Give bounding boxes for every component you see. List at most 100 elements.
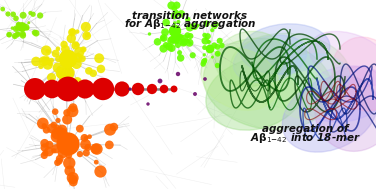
Point <box>187 35 193 38</box>
Point <box>83 26 89 29</box>
Point <box>66 67 72 70</box>
Ellipse shape <box>233 35 307 83</box>
Point <box>55 57 61 60</box>
Point <box>98 67 104 70</box>
Point <box>94 147 100 150</box>
Point <box>65 143 71 146</box>
Point <box>53 85 59 88</box>
Point <box>64 118 70 121</box>
Point <box>51 123 57 126</box>
Point <box>83 136 89 139</box>
Point <box>190 54 196 57</box>
Point <box>13 27 19 30</box>
Point <box>62 69 68 72</box>
Point <box>111 125 117 129</box>
Point <box>74 30 80 33</box>
Point <box>20 14 26 17</box>
Point <box>219 44 225 47</box>
Point <box>67 169 73 172</box>
Point <box>54 132 60 135</box>
Ellipse shape <box>215 31 285 87</box>
Point <box>67 70 73 73</box>
Point <box>30 13 36 16</box>
Point <box>49 76 55 79</box>
Point <box>15 33 21 36</box>
Point <box>23 26 29 29</box>
Point <box>56 160 62 163</box>
Point <box>168 4 174 7</box>
Point <box>43 129 49 132</box>
Point <box>69 31 75 34</box>
Point <box>207 47 213 50</box>
Point <box>20 32 26 35</box>
Point <box>149 88 155 91</box>
Point <box>177 35 183 38</box>
Point <box>56 67 62 70</box>
Point <box>127 88 133 91</box>
Ellipse shape <box>290 54 350 94</box>
Point <box>182 37 188 40</box>
Point <box>42 146 48 149</box>
Point <box>6 33 12 36</box>
Point <box>41 154 47 157</box>
Point <box>66 154 72 157</box>
Point <box>169 38 175 41</box>
Point <box>42 151 48 154</box>
Point <box>63 67 69 70</box>
Point <box>38 65 44 68</box>
Point <box>83 143 89 146</box>
Point <box>5 12 11 15</box>
Point <box>54 135 60 138</box>
Point <box>168 48 174 51</box>
Point <box>160 37 166 40</box>
Point <box>209 29 215 32</box>
Point <box>209 56 215 59</box>
Point <box>61 80 67 83</box>
Point <box>214 45 220 48</box>
Ellipse shape <box>315 67 376 151</box>
Ellipse shape <box>206 58 304 130</box>
Point <box>67 71 73 74</box>
Point <box>44 57 50 60</box>
Point <box>93 161 99 164</box>
Point <box>107 128 113 131</box>
Point <box>40 122 46 125</box>
Point <box>60 152 66 155</box>
Point <box>59 132 65 135</box>
Point <box>177 35 183 38</box>
Point <box>16 23 22 26</box>
Point <box>0 28 2 31</box>
Point <box>96 57 102 60</box>
Point <box>52 110 58 113</box>
Point <box>64 53 70 56</box>
Point <box>83 151 89 154</box>
Point <box>45 63 51 66</box>
Point <box>32 88 38 91</box>
Point <box>210 24 216 27</box>
Point <box>178 12 184 15</box>
Point <box>202 77 208 81</box>
Point <box>58 72 64 75</box>
Point <box>214 64 220 67</box>
Point <box>41 60 47 63</box>
Point <box>61 43 67 46</box>
Point <box>27 12 33 15</box>
Point <box>61 75 67 78</box>
Point <box>162 31 168 34</box>
Point <box>49 59 55 62</box>
Point <box>41 124 47 127</box>
Point <box>192 92 198 95</box>
Point <box>80 48 86 51</box>
Point <box>74 80 80 83</box>
Ellipse shape <box>309 31 376 87</box>
Point <box>174 4 180 7</box>
Point <box>206 40 212 43</box>
Point <box>206 40 212 43</box>
Point <box>33 32 39 35</box>
Point <box>203 22 209 25</box>
Point <box>75 56 81 59</box>
Point <box>73 44 79 47</box>
Point <box>145 102 151 105</box>
Point <box>55 47 61 50</box>
Point <box>57 131 63 134</box>
